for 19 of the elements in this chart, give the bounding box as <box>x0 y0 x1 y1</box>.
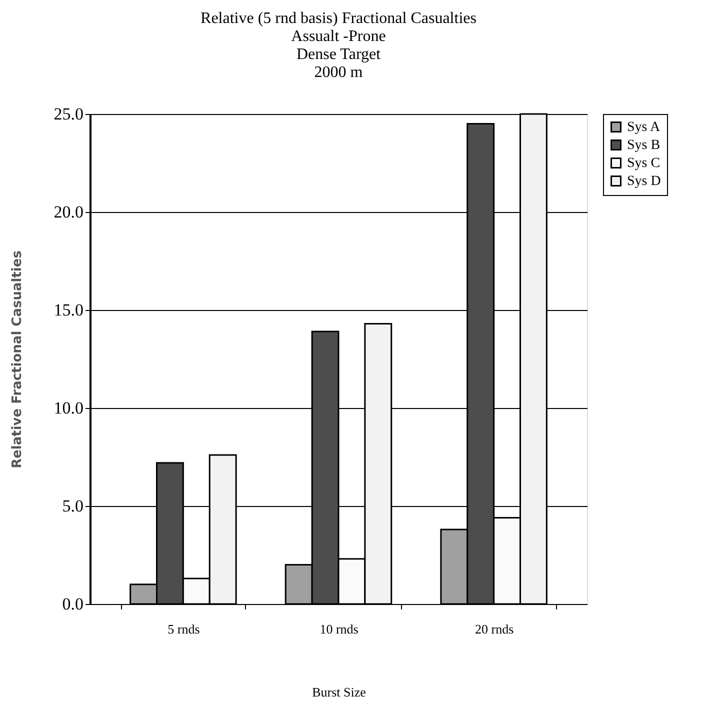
x-tick-label: 10 rnds <box>320 622 358 636</box>
y-axis-title: Relative Fractional Casualties <box>10 250 25 468</box>
y-tick-label: 15.0 <box>54 300 84 320</box>
legend-label: Sys A <box>627 120 661 135</box>
text: Dense Target <box>296 46 381 63</box>
text: 2000 m <box>314 64 363 81</box>
legend-label: Sys B <box>627 138 660 153</box>
y-tick-label: 5.0 <box>62 496 84 516</box>
x-tick-label: 20 rnds <box>474 622 514 636</box>
x-axis-title: Burst Size <box>312 684 366 700</box>
legend-label: Sys D <box>627 174 661 189</box>
legend-label: Sys C <box>627 156 660 171</box>
y-tick-label: 20.0 <box>54 202 84 222</box>
text: Relative (5 rnd basis) Fractional Casualties <box>200 10 476 27</box>
y-tick-label: 0.0 <box>62 594 84 614</box>
y-tick-label: 25.0 <box>54 104 84 124</box>
x-tick-label: 5 rnds <box>168 622 200 636</box>
y-tick-label: 10.0 <box>54 398 84 418</box>
text: Assualt -Prone <box>291 28 386 45</box>
